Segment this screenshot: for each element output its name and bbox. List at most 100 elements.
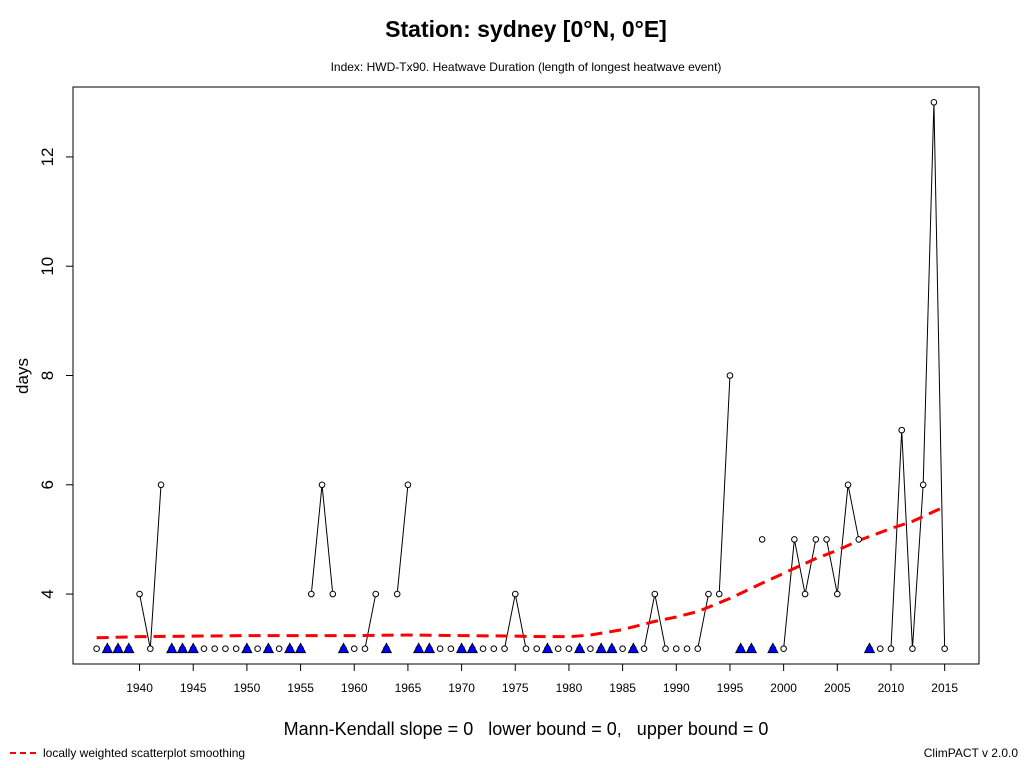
triangle-marker (466, 642, 478, 654)
data-point (329, 590, 337, 598)
data-point (812, 536, 820, 543)
y-tick-label: 6 (38, 480, 57, 489)
triangle-marker (337, 642, 350, 654)
series-line-segment (718, 375, 731, 595)
x-tick-label: 1945 (180, 681, 207, 695)
data-point (404, 481, 412, 489)
triangle-marker (176, 642, 189, 654)
data-point (683, 645, 691, 653)
data-point (372, 590, 380, 598)
series-line-segment (783, 539, 817, 649)
data-point (490, 645, 498, 653)
data-point (662, 645, 669, 653)
triangle-marker (745, 642, 758, 654)
data-point (350, 645, 358, 653)
data-point (855, 536, 863, 543)
data-point (587, 645, 594, 653)
data-point (157, 481, 165, 489)
data-point (919, 481, 927, 489)
x-tick-label: 1940 (126, 681, 153, 695)
chart-title: Station: sydney [0°N, 0°E] (385, 16, 667, 42)
data-point (726, 372, 734, 379)
triangle-marker (595, 642, 607, 654)
data-point (275, 645, 283, 653)
data-point (318, 481, 326, 489)
data-point (672, 645, 680, 653)
x-axis: 1940 1945 1950 1955 1960 1965 1970 1975 1980 1985… (126, 663, 958, 695)
mann-kendall-stats: Mann-Kendall slope = 0 lower bound = 0, … (284, 719, 769, 739)
x-tick-label: 2010 (878, 681, 905, 695)
data-point (930, 98, 938, 106)
triangle-marker (735, 642, 747, 654)
series-line-segment (504, 593, 527, 649)
data-point (640, 645, 648, 653)
data-point (823, 536, 830, 543)
series-line-segment (139, 484, 162, 649)
data-point (200, 645, 208, 653)
data-point (501, 645, 508, 653)
data-point (909, 645, 916, 653)
x-tick-label: 1995 (717, 681, 744, 695)
triangle-marker (294, 642, 307, 654)
triangle-marker (423, 642, 436, 654)
triangle-marker (123, 642, 135, 654)
triangle-marker (380, 642, 393, 654)
data-point (232, 645, 240, 653)
data-point (801, 590, 809, 598)
data-point (941, 645, 948, 653)
data-point (222, 645, 229, 653)
data-point (694, 645, 702, 653)
triangle-marker (187, 642, 199, 654)
x-tick-label: 1950 (234, 681, 261, 695)
triangle-marker (767, 642, 779, 654)
plot-frame (72, 86, 980, 665)
triangle-marker (412, 642, 425, 654)
data-point (146, 645, 154, 653)
data-point (876, 645, 884, 653)
data-point (619, 645, 626, 653)
x-tick-label: 1970 (448, 681, 475, 695)
x-tick-label: 1960 (341, 681, 368, 695)
data-point (791, 536, 798, 543)
series-line-segment (890, 102, 946, 649)
series-line-segment (310, 484, 334, 595)
series-group (139, 102, 946, 649)
x-tick-label: 2000 (770, 681, 797, 695)
data-point (898, 426, 906, 434)
triangle-marker (541, 642, 554, 654)
data-point (393, 590, 401, 598)
data-point (715, 590, 723, 598)
data-point (705, 590, 712, 598)
triangle-marker (241, 642, 253, 654)
data-point (436, 645, 444, 653)
data-point (308, 590, 315, 598)
data-point (565, 645, 573, 653)
data-point (361, 645, 369, 653)
data-point (887, 645, 895, 653)
data-point (651, 590, 659, 598)
data-point (479, 645, 487, 653)
y-tick-label: 10 (38, 257, 57, 276)
data-point (844, 481, 852, 489)
series-line-segment (396, 484, 409, 595)
x-tick-label: 2015 (931, 681, 958, 695)
x-tick-label: 1975 (502, 681, 529, 695)
y-axis-label: days (13, 358, 32, 394)
data-point (447, 645, 455, 653)
triangle-marker (574, 642, 586, 654)
series-line-segment (826, 484, 860, 595)
chart-subtitle: Index: HWD-Tx90. Heatwave Duration (leng… (331, 60, 722, 74)
x-tick-label: 2005 (824, 681, 851, 695)
y-tick-label: 8 (38, 371, 57, 380)
y-tick-label: 4 (38, 589, 57, 598)
data-point (254, 645, 261, 653)
triangle-marker (166, 642, 178, 654)
data-point (780, 645, 787, 653)
y-axis: 4 6 8 10 12 (38, 147, 74, 599)
smoothing-line (96, 505, 946, 640)
data-point (554, 645, 562, 653)
triangle-marker (284, 642, 296, 654)
legend-smoothing-label: locally weighted scatterplot smoothing (43, 746, 245, 760)
data-point (93, 645, 100, 653)
